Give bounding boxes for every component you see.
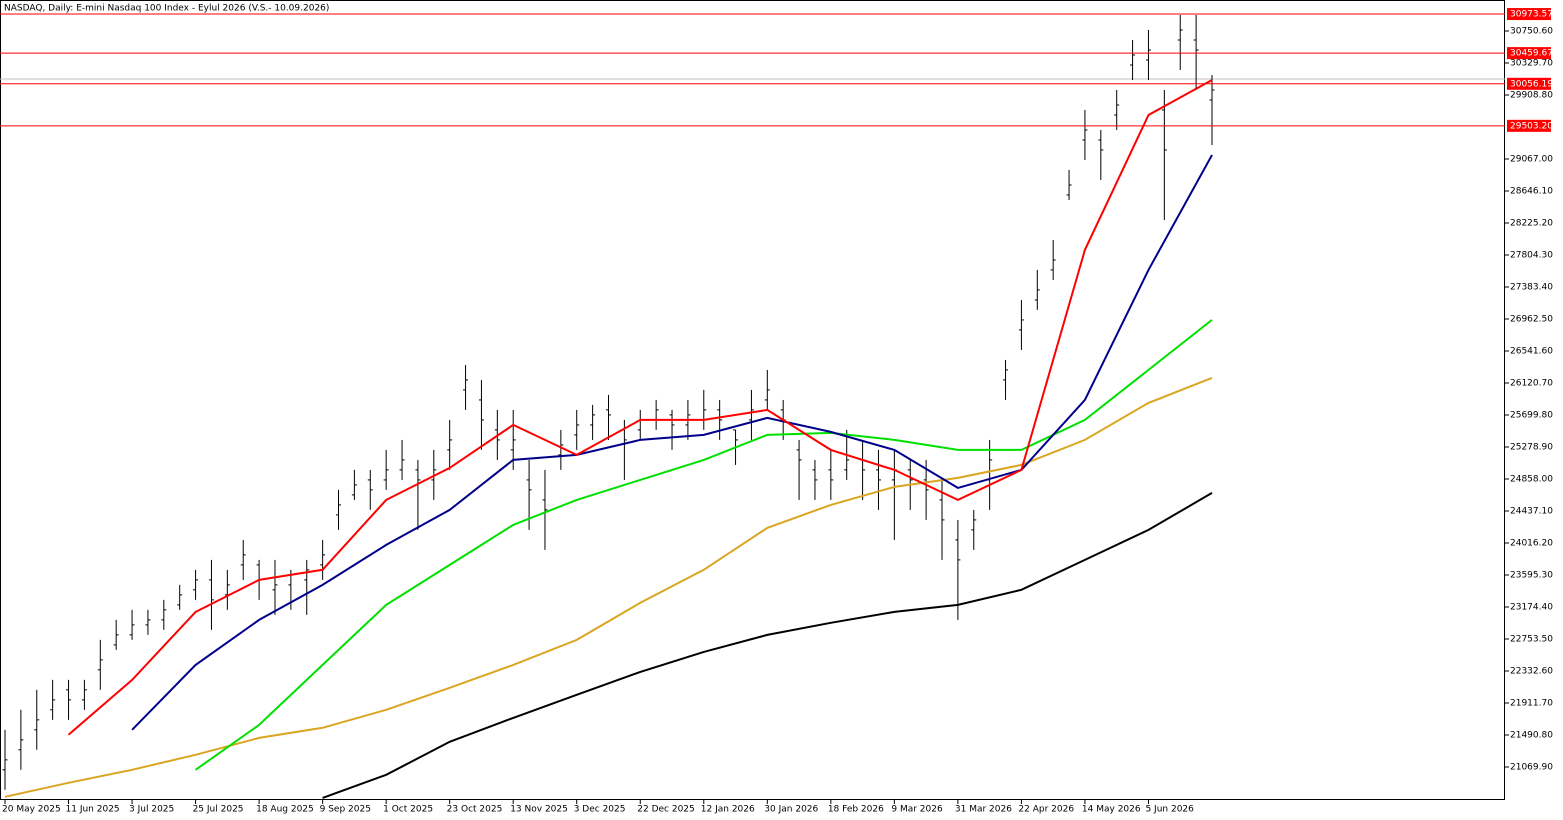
y-tick-label: 22753.50 [1510,634,1553,644]
y-tick-label: 28225.20 [1510,218,1553,228]
level-label-box [1507,119,1551,132]
y-tick-label: 21911.70 [1510,698,1553,708]
x-tick-label: 22 Dec 2025 [637,805,695,815]
y-tick-label: 24858.00 [1510,474,1553,484]
y-tick-label: 25699.80 [1510,410,1553,420]
x-tick-label: 3 Dec 2025 [574,805,626,815]
level-label: 30973.57 [1510,10,1553,20]
x-tick-label: 31 Mar 2026 [955,805,1012,815]
x-tick-label: 13 Nov 2025 [510,805,568,815]
y-tick-label: 30329.70 [1510,58,1553,68]
x-tick-label: 25 Jul 2025 [193,805,244,815]
x-tick-label: 23 Oct 2025 [447,805,503,815]
x-tick-label: 9 Mar 2026 [891,805,943,815]
y-tick-label: 26962.50 [1510,314,1553,324]
x-tick-label: 11 Jun 2025 [66,805,120,815]
moving-average [195,319,1213,771]
x-tick-label: 9 Sep 2025 [320,805,371,815]
level-label: 30459.67 [1510,49,1553,59]
y-tick-label: 27804.30 [1510,250,1553,260]
level-label: 29503.20 [1510,121,1553,131]
x-tick-label: 30 Jan 2026 [764,805,818,815]
moving-average [322,492,1213,799]
level-label-box [1507,77,1551,90]
y-tick-label: 24437.10 [1510,506,1553,516]
y-tick-label: 30750.60 [1510,26,1553,36]
x-tick-label: 14 May 2026 [1082,805,1141,815]
level-label: 30056.19 [1510,79,1553,89]
x-tick-label: 20 May 2025 [2,805,61,815]
y-tick-label: 25278.90 [1510,442,1553,452]
moving-average [131,154,1213,731]
x-tick-label: 12 Jan 2026 [701,805,755,815]
y-tick-label: 29067.00 [1510,154,1553,164]
level-label-box [1507,8,1551,21]
y-tick-label: 26541.60 [1510,346,1553,356]
y-tick-label: 21069.90 [1510,762,1553,772]
level-label-box [1507,47,1551,60]
moving-average [4,376,1213,798]
y-tick-label: 29908.80 [1510,90,1553,100]
y-tick-label: 27383.40 [1510,282,1553,292]
x-tick-label: 3 Jul 2025 [129,805,174,815]
plot-frame [0,0,1505,800]
x-tick-label: 5 Jun 2026 [1145,805,1194,815]
moving-average [67,79,1213,736]
x-tick-label: 18 Aug 2025 [256,805,314,815]
x-tick-label: 1 Oct 2025 [383,805,433,815]
y-tick-label: 24016.20 [1510,538,1553,548]
y-tick-label: 28646.10 [1510,186,1553,196]
y-tick-label: 22332.60 [1510,666,1553,676]
x-tick-label: 18 Feb 2026 [828,805,884,815]
x-tick-label: 22 Apr 2026 [1018,805,1074,815]
y-tick-label: 23174.40 [1510,602,1553,612]
chart-title: NASDAQ, Daily: E-mini Nasdaq 100 Index -… [4,4,329,14]
y-tick-label: 21490.80 [1510,730,1553,740]
y-tick-label: 26120.70 [1510,378,1553,388]
y-tick-label: 23595.30 [1510,570,1553,580]
